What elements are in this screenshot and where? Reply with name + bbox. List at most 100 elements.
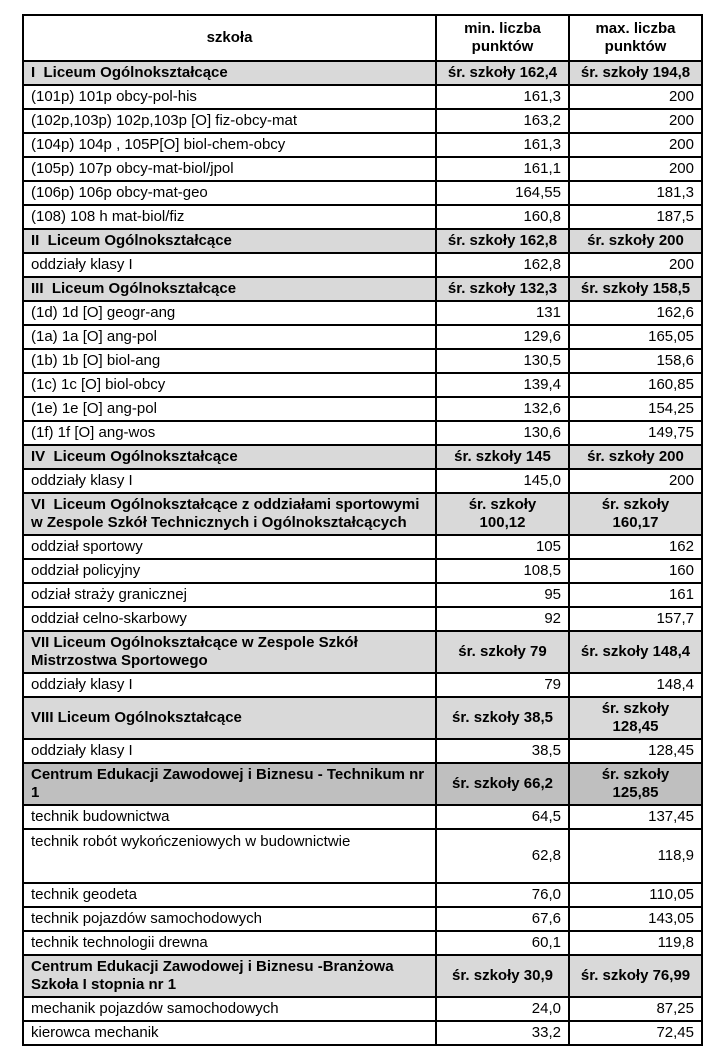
school-cell: (1d) 1d [O] geogr-ang	[22, 300, 437, 326]
min-points-cell: 160,8	[435, 204, 570, 230]
school-cell: (1b) 1b [O] biol-ang	[22, 348, 437, 374]
school-cell: (101p) 101p obcy-pol-his	[22, 84, 437, 110]
school-cell: mechanik pojazdów samochodowych	[22, 996, 437, 1022]
min-points-cell: 79	[435, 672, 570, 698]
max-points-cell: 200	[568, 84, 703, 110]
min-points-cell: śr. szkoły 162,8	[435, 228, 570, 254]
school-cell: (1e) 1e [O] ang-pol	[22, 396, 437, 422]
max-points-cell: śr. szkoły 76,99	[568, 954, 703, 998]
min-points-cell: śr. szkoły 66,2	[435, 762, 570, 806]
school-cell: (108) 108 h mat-biol/fiz	[22, 204, 437, 230]
table-row: kierowca mechanik 33,2 72,45	[22, 1020, 703, 1046]
max-points-cell: 119,8	[568, 930, 703, 956]
max-points-cell: 160	[568, 558, 703, 584]
min-points-cell: 38,5	[435, 738, 570, 764]
min-points-cell: 145,0	[435, 468, 570, 494]
max-points-cell: 158,6	[568, 348, 703, 374]
min-points-cell: śr. szkoły 132,3	[435, 276, 570, 302]
max-points-cell: 200	[568, 468, 703, 494]
school-cell: oddziały klasy I	[22, 468, 437, 494]
table-row: oddziały klasy I 162,8 200	[22, 252, 703, 278]
section-row: VI Liceum Ogólnokształcące z oddziałami …	[22, 492, 703, 536]
column-header-school: szkoła	[22, 14, 437, 62]
table-row: (1f) 1f [O] ang-wos 130,6 149,75	[22, 420, 703, 446]
table-row: (1c) 1c [O] biol-obcy 139,4 160,85	[22, 372, 703, 398]
school-cell: oddziały klasy I	[22, 672, 437, 698]
school-cell: II Liceum Ogólnokształcące	[22, 228, 437, 254]
table-row: oddziały klasy I 38,5 128,45	[22, 738, 703, 764]
max-points-cell: śr. szkoły 125,85	[568, 762, 703, 806]
school-points-table: szkoła min. liczba punktów max. liczba p…	[22, 14, 703, 1046]
school-cell: kierowca mechanik	[22, 1020, 437, 1046]
table-row: (108) 108 h mat-biol/fiz 160,8 187,5	[22, 204, 703, 230]
min-points-cell: śr. szkoły 100,12	[435, 492, 570, 536]
min-points-cell: 131	[435, 300, 570, 326]
school-cell: oddział sportowy	[22, 534, 437, 560]
school-cell: (106p) 106p obcy-mat-geo	[22, 180, 437, 206]
section-row: III Liceum Ogólnokształcące śr. szkoły 1…	[22, 276, 703, 302]
max-points-cell: śr. szkoły 200	[568, 444, 703, 470]
min-points-cell: 161,1	[435, 156, 570, 182]
school-cell: (1c) 1c [O] biol-obcy	[22, 372, 437, 398]
min-points-cell: 129,6	[435, 324, 570, 350]
min-points-cell: śr. szkoły 30,9	[435, 954, 570, 998]
school-cell: IV Liceum Ogólnokształcące	[22, 444, 437, 470]
table-row: (1b) 1b [O] biol-ang 130,5 158,6	[22, 348, 703, 374]
min-points-cell: 163,2	[435, 108, 570, 134]
min-points-cell: 161,3	[435, 84, 570, 110]
max-points-cell: 143,05	[568, 906, 703, 932]
max-points-cell: 200	[568, 156, 703, 182]
max-points-cell: 162	[568, 534, 703, 560]
table-row: technik geodeta 76,0 110,05	[22, 882, 703, 908]
max-points-cell: 154,25	[568, 396, 703, 422]
min-points-cell: 60,1	[435, 930, 570, 956]
table-row: (1d) 1d [O] geogr-ang 131 162,6	[22, 300, 703, 326]
min-points-cell: 130,5	[435, 348, 570, 374]
min-points-cell: 24,0	[435, 996, 570, 1022]
table-row: (106p) 106p obcy-mat-geo 164,55 181,3	[22, 180, 703, 206]
max-points-cell: śr. szkoły 194,8	[568, 60, 703, 86]
min-points-cell: 92	[435, 606, 570, 632]
section-row: IV Liceum Ogólnokształcące śr. szkoły 14…	[22, 444, 703, 470]
min-points-cell: 76,0	[435, 882, 570, 908]
school-cell: oddziały klasy I	[22, 252, 437, 278]
table-row: (101p) 101p obcy-pol-his 161,3 200	[22, 84, 703, 110]
table-row: oddziały klasy I 145,0 200	[22, 468, 703, 494]
max-points-cell: 187,5	[568, 204, 703, 230]
max-points-cell: śr. szkoły 200	[568, 228, 703, 254]
school-cell: technik pojazdów samochodowych	[22, 906, 437, 932]
max-points-cell: śr. szkoły 160,17	[568, 492, 703, 536]
max-points-cell: 87,25	[568, 996, 703, 1022]
max-points-cell: 200	[568, 132, 703, 158]
min-points-cell: 139,4	[435, 372, 570, 398]
min-points-cell: 64,5	[435, 804, 570, 830]
table-row: oddział sportowy 105 162	[22, 534, 703, 560]
max-points-cell: 165,05	[568, 324, 703, 350]
min-points-cell: śr. szkoły 79	[435, 630, 570, 674]
table-row: (104p) 104p , 105P[O] biol-chem-obcy 161…	[22, 132, 703, 158]
max-points-cell: śr. szkoły 128,45	[568, 696, 703, 740]
table-row: (105p) 107p obcy-mat-biol/jpol 161,1 200	[22, 156, 703, 182]
min-points-cell: 164,55	[435, 180, 570, 206]
school-cell: (102p,103p) 102p,103p [O] fiz-obcy-mat	[22, 108, 437, 134]
table-row: technik pojazdów samochodowych 67,6 143,…	[22, 906, 703, 932]
table-row: (1a) 1a [O] ang-pol 129,6 165,05	[22, 324, 703, 350]
max-points-cell: 181,3	[568, 180, 703, 206]
school-cell: technik geodeta	[22, 882, 437, 908]
table-row: oddziały klasy I 79 148,4	[22, 672, 703, 698]
column-header-max-points: max. liczba punktów	[568, 14, 703, 62]
max-points-cell: 200	[568, 252, 703, 278]
max-points-cell: 157,7	[568, 606, 703, 632]
table-row: technik robót wykończeniowych w budownic…	[22, 828, 703, 884]
table-body: I Liceum Ogólnokształcące śr. szkoły 162…	[22, 60, 703, 1046]
min-points-cell: 33,2	[435, 1020, 570, 1046]
school-cell: VIII Liceum Ogólnokształcące	[22, 696, 437, 740]
school-cell: I Liceum Ogólnokształcące	[22, 60, 437, 86]
max-points-cell: 162,6	[568, 300, 703, 326]
section-row: Centrum Edukacji Zawodowej i Biznesu -Br…	[22, 954, 703, 998]
school-cell: (105p) 107p obcy-mat-biol/jpol	[22, 156, 437, 182]
school-cell: VI Liceum Ogólnokształcące z oddziałami …	[22, 492, 437, 536]
max-points-cell: 110,05	[568, 882, 703, 908]
min-points-cell: śr. szkoły 145	[435, 444, 570, 470]
